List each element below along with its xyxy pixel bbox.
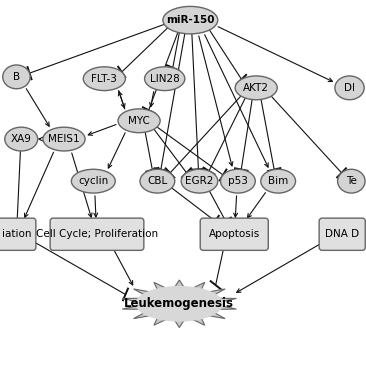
Ellipse shape	[5, 127, 38, 151]
FancyBboxPatch shape	[319, 218, 365, 250]
Ellipse shape	[83, 67, 125, 90]
Text: iation: iation	[2, 229, 31, 239]
Text: FLT-3: FLT-3	[92, 74, 117, 84]
Text: Leukemogenesis: Leukemogenesis	[124, 297, 234, 310]
Text: MYC: MYC	[128, 116, 150, 126]
Text: Te: Te	[346, 176, 357, 186]
Text: B: B	[13, 72, 20, 82]
Text: XA9: XA9	[11, 134, 32, 144]
Ellipse shape	[145, 67, 185, 90]
Polygon shape	[122, 280, 236, 328]
Ellipse shape	[181, 169, 218, 193]
Text: Apoptosis: Apoptosis	[209, 229, 260, 239]
FancyBboxPatch shape	[200, 218, 268, 250]
Ellipse shape	[261, 169, 296, 193]
Text: Bim: Bim	[268, 176, 288, 186]
Text: DI: DI	[344, 83, 355, 93]
Ellipse shape	[163, 6, 218, 34]
Text: MEIS1: MEIS1	[48, 134, 80, 144]
FancyBboxPatch shape	[50, 218, 144, 250]
Ellipse shape	[135, 286, 223, 322]
Text: miR-150: miR-150	[166, 15, 214, 25]
FancyBboxPatch shape	[0, 218, 36, 250]
Text: cyclin: cyclin	[78, 176, 108, 186]
Ellipse shape	[43, 127, 85, 151]
Text: Cell Cycle; Proliferation: Cell Cycle; Proliferation	[36, 229, 158, 239]
Text: LIN28: LIN28	[150, 74, 180, 84]
Text: AKT2: AKT2	[243, 83, 269, 93]
Text: CBL: CBL	[147, 176, 168, 186]
Ellipse shape	[220, 169, 255, 193]
Ellipse shape	[235, 76, 277, 100]
Text: p53: p53	[228, 176, 248, 186]
Ellipse shape	[71, 169, 115, 193]
Ellipse shape	[335, 76, 364, 100]
Ellipse shape	[337, 169, 365, 193]
Ellipse shape	[118, 109, 160, 132]
Text: DNA D: DNA D	[325, 229, 359, 239]
Text: EGR2: EGR2	[185, 176, 214, 186]
Ellipse shape	[3, 65, 30, 89]
Ellipse shape	[140, 169, 175, 193]
